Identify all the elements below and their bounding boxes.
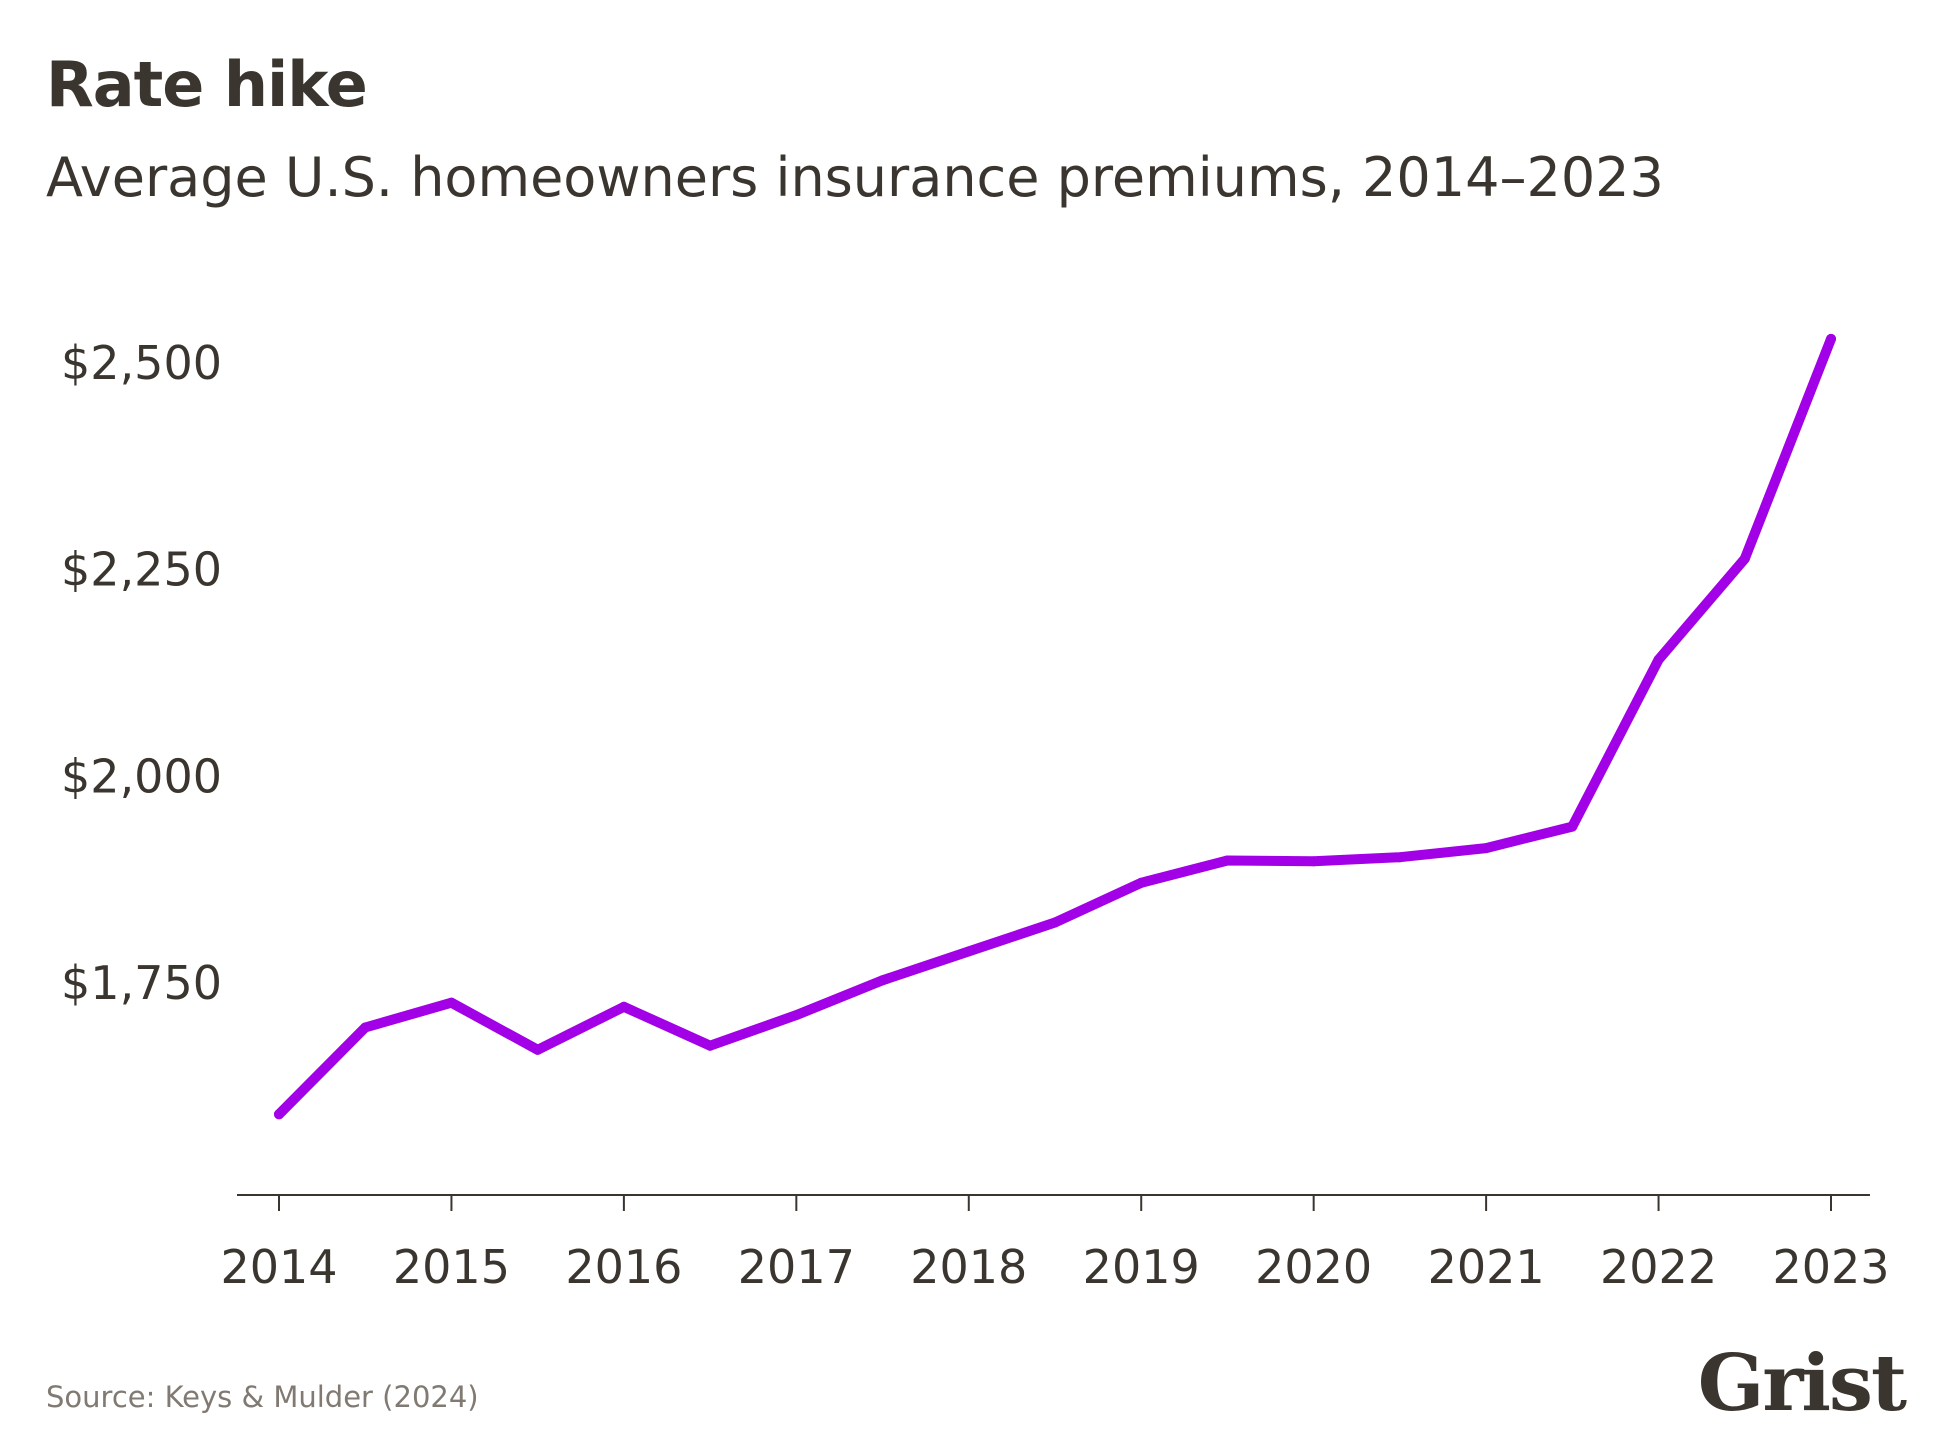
data-point <box>963 946 974 957</box>
data-point <box>532 1044 543 1055</box>
data-point <box>446 997 457 1008</box>
x-tick-label: 2017 <box>738 1240 855 1294</box>
x-tick-label: 2022 <box>1600 1240 1717 1294</box>
data-point <box>877 975 888 986</box>
data-point <box>1481 843 1492 854</box>
x-tick-label: 2016 <box>565 1240 682 1294</box>
series-line <box>274 333 1836 1120</box>
y-tick-label: $1,750 <box>61 956 222 1010</box>
data-point <box>1050 917 1060 928</box>
data-point <box>705 1040 716 1051</box>
data-point <box>1136 877 1147 888</box>
data-point <box>791 1010 802 1021</box>
x-tick-label: 2015 <box>393 1240 510 1294</box>
data-point <box>1653 654 1664 665</box>
chart-subtitle: Average U.S. homeowners insurance premiu… <box>46 146 1664 209</box>
data-point <box>1567 821 1578 832</box>
chart-title: Rate hike <box>46 48 368 121</box>
data-point <box>274 1109 284 1120</box>
data-point <box>1222 855 1233 866</box>
y-tick-label: $2,250 <box>61 543 222 597</box>
data-point <box>1394 852 1405 863</box>
data-point <box>1308 856 1319 867</box>
y-tick-label: $2,000 <box>61 749 222 803</box>
x-tick-label: 2020 <box>1255 1240 1372 1294</box>
data-point <box>360 1022 371 1033</box>
x-tick-label: 2018 <box>910 1240 1027 1294</box>
source-note: Source: Keys & Mulder (2024) <box>46 1380 479 1414</box>
x-tick-label: 2021 <box>1428 1240 1545 1294</box>
data-point <box>1739 553 1750 564</box>
x-tick-label: 2023 <box>1772 1240 1889 1294</box>
data-point <box>618 1001 629 1012</box>
y-tick-label: $2,500 <box>61 336 222 390</box>
x-tick-label: 2019 <box>1083 1240 1200 1294</box>
data-point <box>1826 333 1836 344</box>
grist-logo: Grist <box>1697 1338 1907 1429</box>
x-tick-label: 2014 <box>220 1240 337 1294</box>
